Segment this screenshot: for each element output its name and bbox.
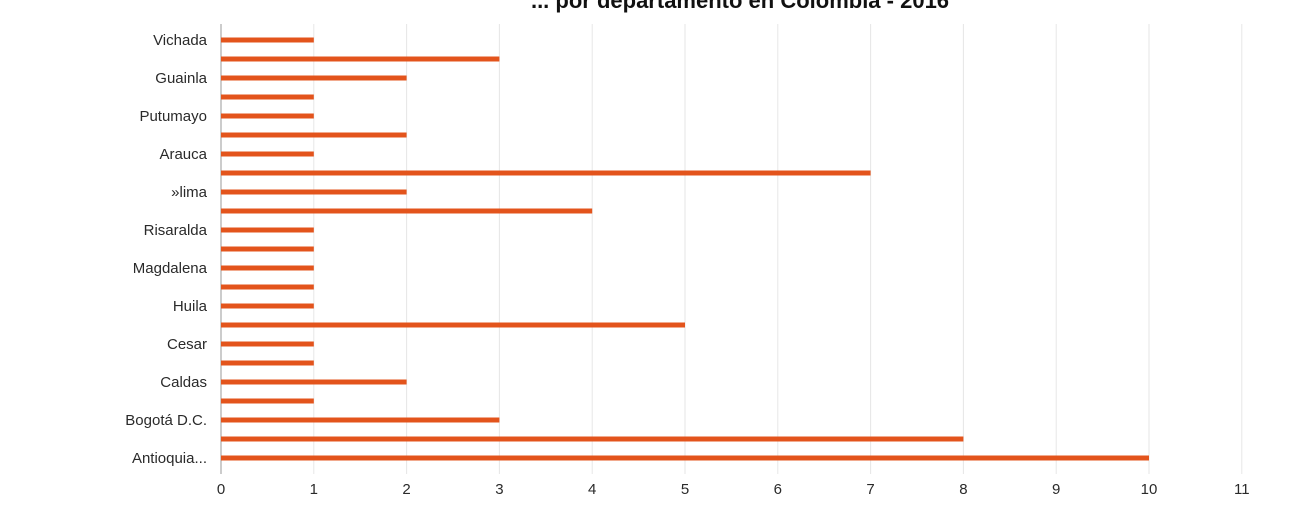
bar	[221, 151, 314, 157]
bars-layer	[221, 37, 1149, 461]
x-axis-ticks: 0 1 2 3 4 5 6 7 8 9 10 11	[217, 481, 1250, 498]
bar	[221, 75, 407, 81]
category-label: Putumayo	[139, 108, 207, 125]
x-tick-label: 9	[1052, 481, 1060, 498]
x-tick-label: 2	[402, 481, 410, 498]
category-label: Magdalena	[133, 260, 208, 277]
bar	[221, 265, 314, 271]
bar	[221, 227, 314, 233]
bar	[221, 37, 314, 43]
x-tick-label: 8	[959, 481, 967, 498]
category-label: »lima	[171, 184, 208, 201]
chart-title: ... por departamento en Colombia - 2016	[531, 0, 949, 13]
bar	[221, 360, 314, 366]
x-tick-label: 1	[310, 481, 318, 498]
category-label: Cesar	[167, 336, 207, 353]
grid-layer	[220, 24, 1243, 474]
category-label: Arauca	[159, 146, 207, 163]
bar	[221, 436, 964, 442]
bar	[221, 246, 314, 252]
x-tick-label: 5	[681, 481, 689, 498]
x-tick-label: 0	[217, 481, 225, 498]
category-label: Risaralda	[144, 222, 208, 239]
category-label: Bogotá D.C.	[125, 412, 207, 429]
bar	[221, 208, 593, 214]
bar	[221, 113, 314, 119]
bar	[221, 94, 314, 100]
bar	[221, 398, 314, 404]
x-tick-label: 11	[1234, 481, 1250, 498]
x-tick-label: 10	[1141, 481, 1158, 498]
bar	[221, 170, 871, 176]
category-labels: Vichada Guainla Putumayo Arauca »lima Risaral…	[125, 32, 207, 467]
bar	[221, 322, 685, 328]
x-tick-label: 7	[866, 481, 874, 498]
bar	[221, 455, 1149, 461]
category-label: Guainla	[155, 70, 207, 87]
bar	[221, 284, 314, 290]
bar	[221, 56, 500, 62]
x-tick-label: 4	[588, 481, 596, 498]
bar	[221, 303, 314, 309]
category-label: Vichada	[153, 32, 208, 49]
bar	[221, 132, 407, 138]
bar	[221, 341, 314, 347]
category-label: Caldas	[160, 374, 207, 391]
category-label: Huila	[173, 298, 208, 315]
x-tick-label: 3	[495, 481, 503, 498]
category-label: Antioquia...	[132, 450, 207, 467]
x-tick-label: 6	[774, 481, 782, 498]
bar	[221, 379, 407, 385]
bar	[221, 189, 407, 195]
bar	[221, 417, 500, 423]
